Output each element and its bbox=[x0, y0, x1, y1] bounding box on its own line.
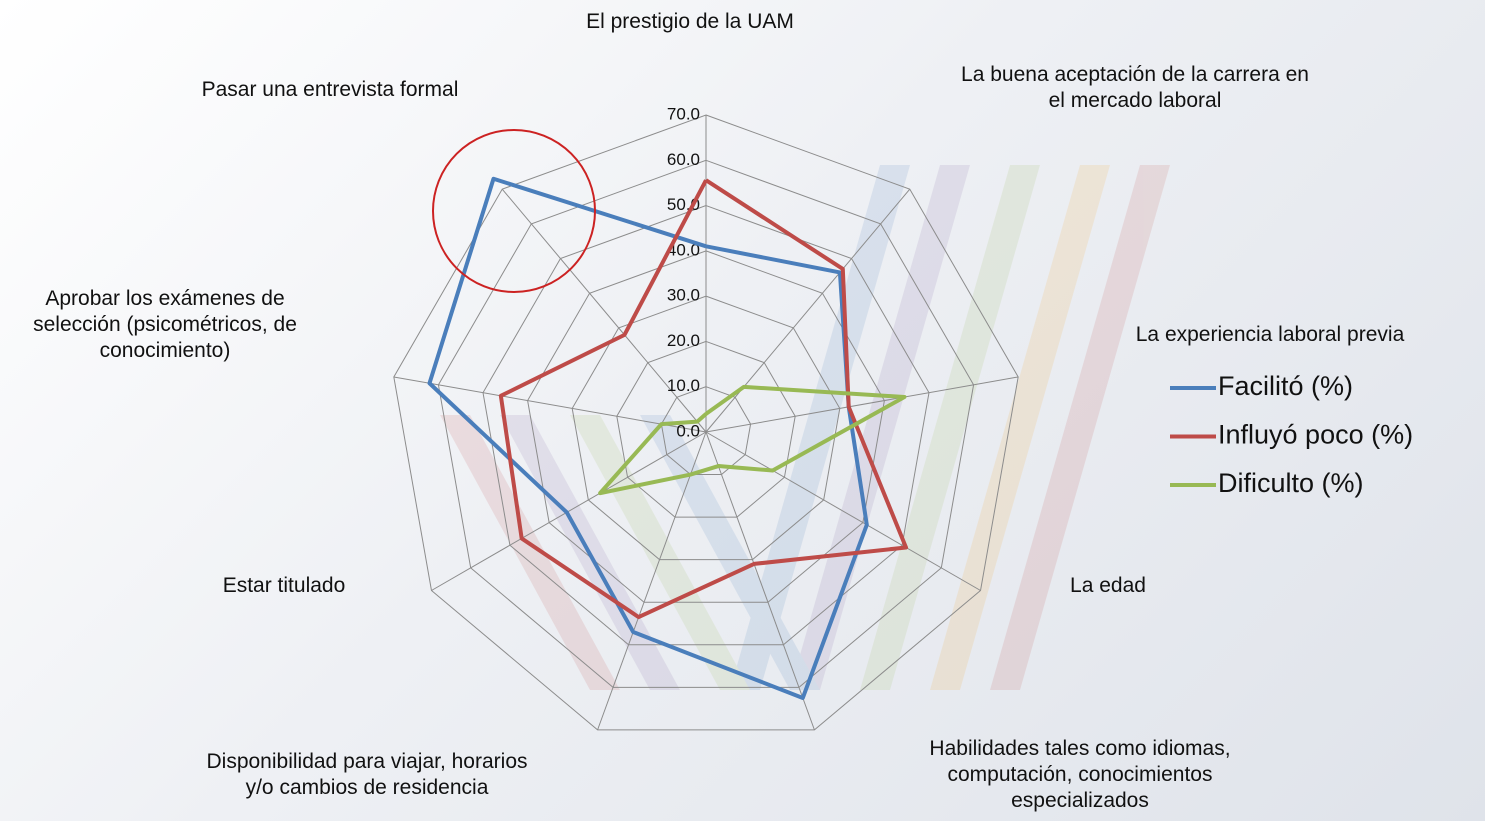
grid-ring bbox=[393, 114, 1019, 731]
spoke bbox=[705, 376, 1019, 433]
category-label: Habilidades tales como idiomas, computac… bbox=[929, 737, 1231, 812]
spoke bbox=[705, 431, 981, 591]
r-tick-label: 0.0 bbox=[676, 421, 700, 440]
plot-area: 0.010.020.030.040.050.060.070.0Facilitó … bbox=[393, 104, 1413, 731]
category-label: La buena aceptación de la carrera en el … bbox=[961, 63, 1309, 112]
category-label: La edad bbox=[1070, 574, 1146, 597]
grid-ring bbox=[437, 159, 975, 688]
r-tick-label: 20.0 bbox=[667, 331, 700, 350]
r-tick-label: 60.0 bbox=[667, 150, 700, 169]
category-label: Aprobar los exámenes de selección (psico… bbox=[33, 287, 297, 362]
spoke bbox=[501, 188, 707, 433]
grid-ring bbox=[527, 250, 885, 603]
legend-label: Influyó poco (%) bbox=[1218, 420, 1413, 450]
spoke bbox=[597, 431, 707, 731]
legend-label: Facilitó (%) bbox=[1218, 371, 1353, 401]
series-line bbox=[598, 384, 907, 496]
r-tick-label: 40.0 bbox=[667, 240, 700, 259]
series-line bbox=[498, 178, 909, 620]
category-label: El prestigio de la UAM bbox=[586, 10, 794, 33]
category-label: Estar titulado bbox=[222, 574, 346, 597]
category-label: Pasar una entrevista formal bbox=[201, 78, 459, 101]
grid-ring bbox=[660, 386, 752, 476]
spoke bbox=[705, 431, 815, 731]
r-tick-label: 10.0 bbox=[667, 376, 700, 395]
highlight-circle bbox=[432, 129, 596, 293]
r-tick-label: 30.0 bbox=[667, 286, 700, 305]
category-label: Disponibilidad para viajar, horarios y/o… bbox=[206, 750, 528, 799]
r-tick-label: 70.0 bbox=[667, 104, 700, 123]
grid-ring bbox=[482, 205, 930, 646]
spoke bbox=[393, 376, 707, 433]
spoke bbox=[431, 431, 707, 591]
category-label: La experiencia laboral previa bbox=[1135, 323, 1405, 346]
grid-ring bbox=[571, 295, 841, 561]
legend-label: Dificulto (%) bbox=[1218, 468, 1364, 498]
